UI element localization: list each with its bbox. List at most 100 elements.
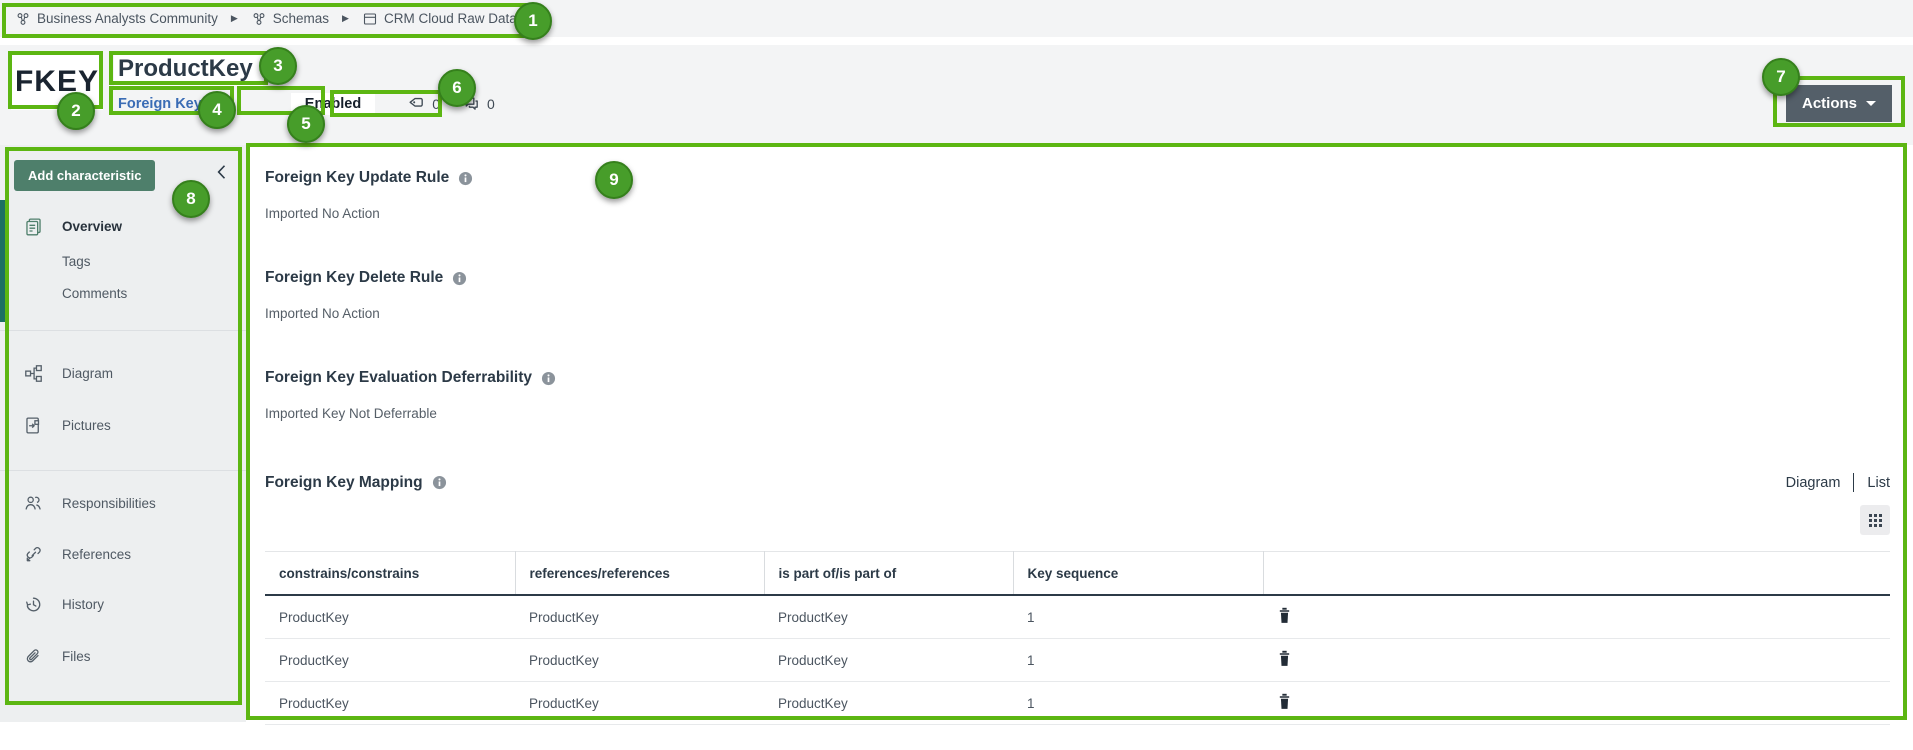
- trash-icon: [1279, 607, 1290, 623]
- collapse-sidebar-button[interactable]: [212, 162, 232, 182]
- breadcrumb-item-schema-asset[interactable]: CRM Cloud Raw Data: [362, 11, 517, 27]
- history-icon: [26, 597, 41, 611]
- sidebar-divider: [0, 330, 246, 331]
- sidebar-item-label: History: [62, 596, 105, 612]
- sidebar-item-history[interactable]: History: [0, 588, 246, 620]
- sidebar-item-label: References: [62, 546, 132, 562]
- mapping-title: Foreign Key Mapping: [265, 474, 447, 492]
- sidebar-item-files[interactable]: Files: [0, 640, 246, 672]
- grid-icon: [1868, 513, 1882, 527]
- sidebar-item-label: Overview: [62, 218, 123, 234]
- attribute-evaluation-deferrability: Foreign Key Evaluation Deferrability Imp…: [265, 369, 1890, 421]
- breadcrumb-separator: ▶: [342, 13, 349, 23]
- active-section-indicator: [0, 200, 5, 322]
- delete-row-button[interactable]: [1277, 607, 1292, 624]
- column-settings-button[interactable]: [1860, 505, 1890, 535]
- tag-icon: [409, 97, 424, 107]
- column-header-actions: [1262, 551, 1890, 596]
- sidebar-item-label: Comments: [62, 285, 128, 301]
- sidebar-item-comments[interactable]: Comments: [0, 277, 246, 309]
- paperclip-icon: [26, 648, 39, 662]
- overview-icon: [26, 217, 41, 235]
- column-header-is-part-of: is part of/is part of: [763, 551, 1013, 596]
- attribute-value: Imported No Action: [265, 306, 380, 321]
- attribute-title: Foreign Key Evaluation Deferrability: [265, 369, 1890, 387]
- view-toggle-list[interactable]: List: [1867, 474, 1890, 491]
- asset-counts: 0 0: [407, 95, 495, 113]
- table-row: ProductKey ProductKey ProductKey 1: [265, 638, 1890, 682]
- mapping-title-text: Foreign Key Mapping: [265, 473, 423, 491]
- asset-type-link[interactable]: Foreign Key: [118, 96, 202, 112]
- sidebar-item-label: Tags: [62, 253, 91, 269]
- info-icon[interactable]: [458, 171, 473, 186]
- add-characteristic-button[interactable]: Add characteristic: [14, 160, 156, 191]
- attribute-delete-rule: Foreign Key Delete Rule Imported No Acti…: [265, 269, 1890, 321]
- info-icon[interactable]: [432, 475, 447, 490]
- community-icon: [253, 12, 265, 25]
- table-row: ProductKey ProductKey ProductKey 1: [265, 595, 1890, 639]
- breadcrumb-item-community[interactable]: Business Analysts Community: [15, 11, 218, 27]
- breadcrumb-separator: ▶: [230, 13, 238, 23]
- trash-icon: [1279, 693, 1290, 709]
- attribute-value: Imported No Action: [265, 206, 380, 221]
- cell-key-sequence: 1: [1013, 681, 1263, 725]
- sidebar-divider: [0, 470, 246, 471]
- attribute-title-text: Foreign Key Delete Rule: [265, 269, 444, 286]
- community-icon: [17, 12, 29, 25]
- cell-constrains: ProductKey: [265, 681, 515, 725]
- sidebar-item-tags[interactable]: Tags: [0, 245, 246, 277]
- sidebar: Add characteristic Overview Tags Comment…: [0, 145, 246, 722]
- cell-is-part-of: ProductKey: [764, 681, 1013, 725]
- asset-type-acronym-badge: FKEY: [11, 53, 103, 110]
- breadcrumb: Business Analysts Community ▶ Schemas ▶ …: [0, 0, 1913, 37]
- view-toggle: Diagram List: [1786, 473, 1890, 492]
- column-header-references: references/references: [514, 551, 764, 596]
- people-icon: [25, 496, 41, 510]
- info-icon[interactable]: [541, 371, 556, 386]
- pictures-icon: [26, 416, 40, 434]
- sidebar-item-label: Pictures: [62, 417, 111, 433]
- attribute-title: Foreign Key Update Rule: [265, 169, 1890, 187]
- sidebar-item-label: Responsibilities: [62, 495, 156, 511]
- sidebar-item-diagram[interactable]: Diagram: [0, 357, 246, 389]
- table-header-row: constrains/constrains references/referen…: [265, 551, 1890, 596]
- comments-icon: [464, 97, 478, 110]
- sidebar-item-references[interactable]: References: [0, 538, 246, 570]
- attribute-title-text: Foreign Key Evaluation Deferrability: [265, 369, 533, 386]
- cell-is-part-of: ProductKey: [764, 638, 1013, 682]
- actions-button[interactable]: Actions: [1786, 85, 1892, 122]
- tags-count[interactable]: 0: [407, 95, 440, 113]
- status-badge: Enabled: [290, 93, 376, 115]
- asset-header: FKEY ProductKey Foreign Key Enabled 0: [0, 45, 1913, 145]
- delete-row-button[interactable]: [1277, 650, 1292, 667]
- cell-references: ProductKey: [515, 638, 764, 682]
- cell-is-part-of: ProductKey: [764, 595, 1013, 639]
- cell-constrains: ProductKey: [265, 595, 515, 639]
- toggle-divider: [1853, 473, 1855, 492]
- attribute-title-text: Foreign Key Update Rule: [265, 169, 450, 186]
- sidebar-item-label: Files: [62, 648, 91, 664]
- page-title: ProductKey: [114, 54, 263, 86]
- cell-key-sequence: 1: [1013, 595, 1263, 639]
- attribute-value: Imported Key Not Deferrable: [265, 406, 437, 421]
- sidebar-item-responsibilities[interactable]: Responsibilities: [0, 487, 246, 519]
- asset-subline: Foreign Key Enabled 0 0: [114, 92, 495, 116]
- breadcrumb-label: Schemas: [272, 11, 330, 26]
- cell-references: ProductKey: [515, 595, 764, 639]
- cell-key-sequence: 1: [1013, 638, 1263, 682]
- comments-count[interactable]: 0: [462, 95, 495, 113]
- actions-button-label: Actions: [1801, 95, 1857, 112]
- sidebar-item-overview[interactable]: Overview: [0, 210, 246, 242]
- sidebar-item-label: Diagram: [62, 365, 114, 381]
- link-icon: [26, 546, 41, 561]
- attribute-update-rule: Foreign Key Update Rule Imported No Acti…: [265, 169, 1890, 221]
- chevron-down-icon: [1866, 101, 1876, 106]
- view-toggle-diagram[interactable]: Diagram: [1785, 474, 1841, 491]
- breadcrumb-item-schemas[interactable]: Schemas: [251, 11, 329, 27]
- delete-row-button[interactable]: [1277, 693, 1292, 710]
- sidebar-item-pictures[interactable]: Pictures: [0, 409, 246, 441]
- tag-count-value: 0: [432, 96, 440, 112]
- attribute-title: Foreign Key Delete Rule: [265, 269, 1890, 287]
- info-icon[interactable]: [452, 271, 467, 286]
